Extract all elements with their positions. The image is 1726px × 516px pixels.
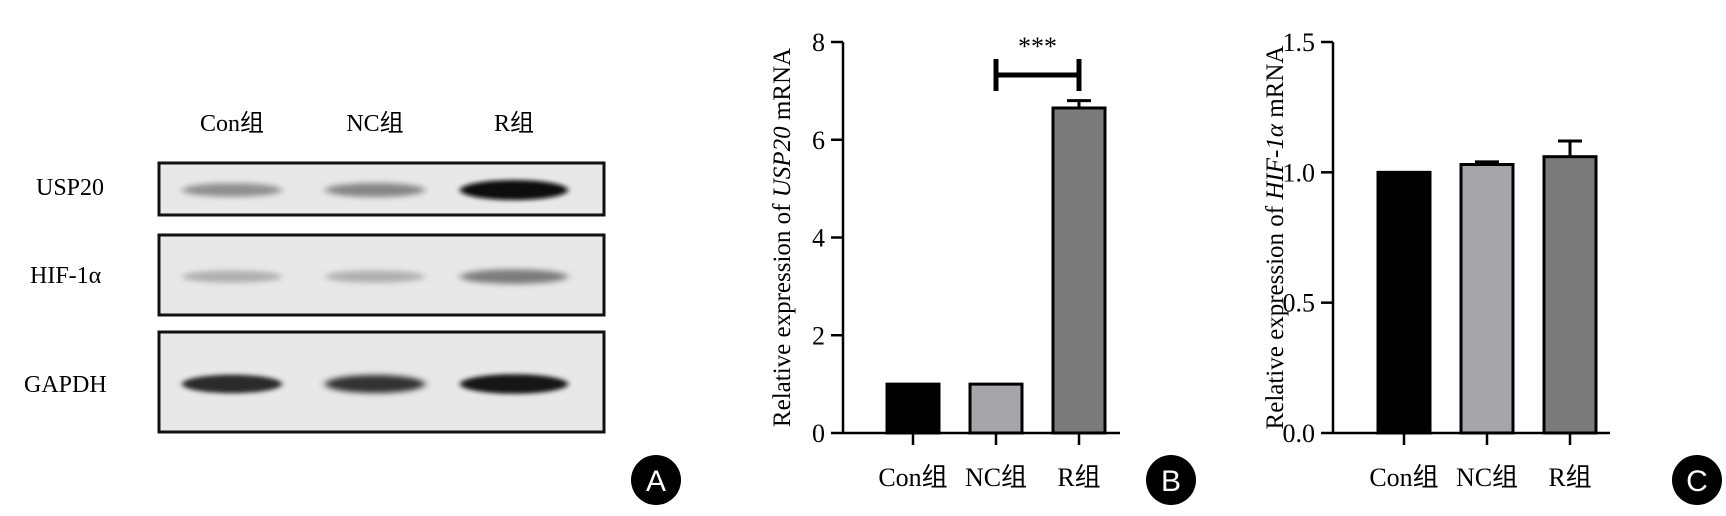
x-tick-label: R组 [1057,463,1100,492]
blot-band [325,183,425,198]
y-tick-label: 0.5 [1283,289,1316,318]
y-tick-label: 1.0 [1283,158,1316,187]
svg-text:C: C [1686,465,1708,498]
blot-band [325,270,425,283]
lane-label-con: Con组 [200,110,264,137]
bar-2 [1542,155,1598,435]
bar-0 [885,382,941,435]
y-tick-label: 0.0 [1283,419,1316,448]
panel-letter-c: C [1672,455,1722,505]
blot-band [460,269,568,284]
blot-strips [157,161,606,434]
bar-2 [1051,106,1107,435]
significance-label: *** [1018,32,1057,61]
svg-text:B: B [1161,465,1181,498]
hif1a-mrna-bar-chart: 0.0 0.5 1.0 1.5 Con组 NC组 R组 Relative expression… [1262,28,1722,505]
blot-band [182,270,282,283]
x-tick-label: R组 [1548,463,1591,492]
x-tick-label: NC组 [1456,463,1518,492]
usp20-mrna-bar-chart: 0 2 4 6 8 Con组 NC组 R组 Relative expression of USP… [769,28,1196,505]
western-blot-panel: Con组 NC组 R组 USP20 HIF-1α GAPDH A [24,110,681,505]
bar-1 [1459,163,1515,435]
panel-letter-b: B [1146,455,1196,505]
y-tick-label: 0 [812,419,825,448]
bar-1 [968,382,1024,435]
lane-label-r: R组 [494,110,534,137]
blot-strip-1 [157,233,606,317]
lane-label-nc: NC组 [346,110,403,137]
y-tick-label: 8 [812,28,825,57]
blot-band [182,374,282,394]
y-tick-label: 4 [812,224,825,253]
y-tick-label: 6 [812,126,825,155]
svg-text:A: A [646,465,666,498]
y-axis-title: Relative expression of USP20 mRNA [769,48,796,427]
y-tick-label: 2 [812,321,825,350]
blot-strip-2 [157,330,606,434]
x-tick-label: Con组 [878,463,947,492]
blot-band [182,183,282,197]
row-label-usp20: USP20 [36,175,104,201]
panel-letter-a: A [631,455,681,505]
x-tick-label: Con组 [1369,463,1438,492]
bar-0 [1376,170,1432,435]
y-axis-title: Relative expression of HIF-1α mRNA [1262,46,1289,430]
row-label-hif1a: HIF-1α [30,263,102,289]
blot-strip-0 [157,161,606,217]
blot-band [460,180,568,201]
blot-band [325,375,425,393]
row-label-gapdh: GAPDH [24,372,107,398]
x-tick-label: NC组 [965,463,1027,492]
blot-band [460,374,568,394]
y-tick-label: 1.5 [1283,28,1316,57]
